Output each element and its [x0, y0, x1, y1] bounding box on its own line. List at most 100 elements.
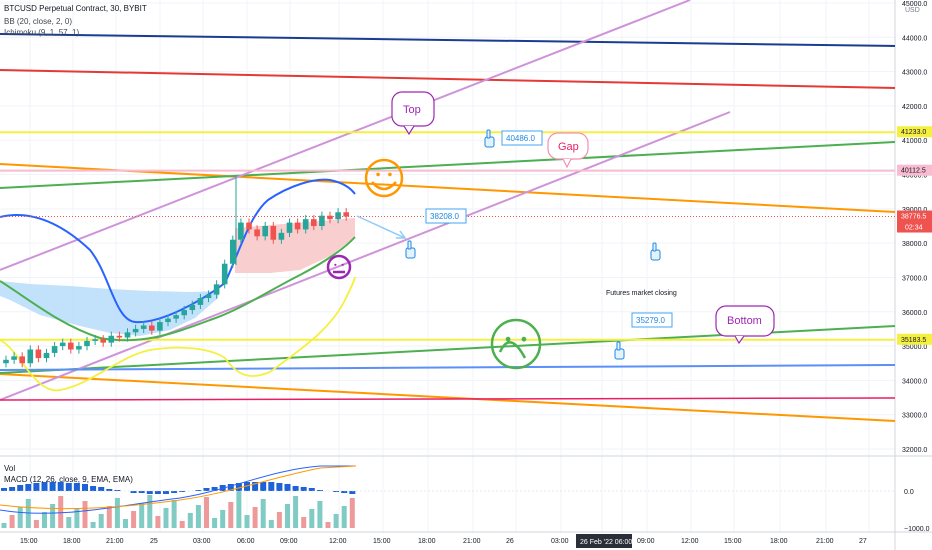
macd-histogram-bar [114, 490, 121, 491]
bb-legend[interactable]: BB (20, close, 2, 0) [4, 17, 73, 26]
macd-histogram-bar [49, 482, 56, 491]
price-tick-label: 38000.0 [902, 241, 927, 248]
candle-body [132, 328, 139, 333]
volume-bar [212, 518, 218, 528]
ichimoku-base-line [0, 236, 356, 342]
candle-body [100, 339, 106, 343]
time-tick-label: 15:00 [724, 538, 742, 545]
smiley-eye [388, 172, 392, 177]
macd-histogram-bar [268, 482, 275, 491]
price-tick-label: 36000.0 [902, 310, 927, 317]
volume-bar [1, 523, 7, 528]
volume-bar [106, 506, 112, 528]
macd-histogram-bar [341, 491, 348, 493]
price-tick-label: 37000.0 [902, 275, 927, 282]
candle-body [221, 263, 228, 285]
macd-histogram-bar [33, 483, 40, 491]
trendline-orange-lower [0, 373, 896, 422]
macd-axis-label: −1000.0 [904, 526, 930, 533]
volume-bar [171, 500, 177, 528]
bottom-bubble-tail [734, 335, 745, 345]
candle-body [3, 359, 9, 364]
macd-histogram-bar [57, 482, 64, 491]
hand-finger [652, 242, 657, 252]
price-tick-label: 33000.0 [902, 413, 927, 420]
macd-histogram-bar [65, 483, 72, 491]
price-label-bg [897, 126, 932, 138]
top-label: Top [403, 104, 421, 116]
ichimoku-legend[interactable]: Ichimoku (9, 1, 57, 1) [4, 28, 80, 37]
volume-bar [25, 499, 31, 528]
macd-histogram-bar [154, 491, 161, 494]
arrow-line [356, 215, 406, 239]
price-level-label: 41233.0 [901, 129, 926, 136]
volume-bar [163, 508, 169, 528]
candle-body [335, 212, 341, 220]
volume-bar [147, 495, 153, 528]
candle-body [230, 239, 236, 264]
macd-histogram-bar [195, 490, 202, 491]
time-tick-label: 18:00 [418, 538, 436, 545]
candle-body [286, 222, 293, 233]
volume-bar [74, 509, 80, 528]
volume-bar [204, 497, 209, 528]
macd-histogram-bar [284, 484, 291, 491]
candle-body [311, 219, 317, 226]
candle-body [173, 315, 179, 319]
volume-bar [317, 501, 323, 528]
hand-palm [650, 249, 661, 261]
candle-body [124, 332, 131, 338]
trendline-blue [0, 364, 896, 371]
candle-body [246, 222, 252, 230]
price-tick-label: 45000.0 [902, 1, 927, 8]
channel-upper [0, 0, 691, 271]
symbol-legend[interactable]: BTCUSD Perpetual Contract, 30, BYBIT [4, 4, 147, 13]
volume-bar [90, 522, 96, 528]
macd-histogram-bar [252, 482, 259, 491]
macd-histogram-bar [276, 483, 283, 491]
volume-bar [131, 511, 137, 528]
channel-lower [0, 111, 731, 401]
price-label-bg [897, 210, 932, 233]
macd-histogram-bar [90, 486, 97, 491]
macd-histogram-bar [106, 489, 113, 491]
candle-body [157, 322, 163, 331]
volume-bar [220, 510, 226, 528]
volume-bar [333, 514, 339, 528]
price-level-label: 35183.5 [901, 337, 926, 344]
macd-histogram-bar [163, 491, 169, 494]
macd-histogram-bar [235, 483, 242, 491]
note-40486-box [501, 130, 543, 146]
time-tick-label: 09:00 [637, 538, 655, 545]
trendline-red [0, 69, 896, 89]
candle-body [43, 352, 50, 359]
trendline-navy [0, 33, 896, 47]
price-label-bg [897, 333, 932, 345]
hand-finger [407, 240, 412, 250]
hand-finger [486, 129, 491, 139]
volume-bar [42, 512, 47, 528]
note-35279: 35279.0 [636, 316, 665, 325]
smiley-eye [505, 336, 511, 342]
macd-legend[interactable]: MACD (12, 26, close, 9, EMA, EMA) [4, 475, 133, 484]
price-level-label: 40112.5 [901, 168, 926, 175]
price-tick-label: 42000.0 [902, 104, 927, 111]
hand-pointer-icon-2 [405, 240, 416, 259]
volume-bar [187, 513, 193, 528]
volume-bar [179, 521, 185, 528]
vol-legend[interactable]: Vol [4, 464, 16, 473]
smiley-face [326, 254, 352, 280]
price-tick-label: 34000.0 [902, 378, 927, 385]
volume-bar [139, 503, 145, 528]
trendline-orange-upper [0, 163, 896, 213]
volume-bar [349, 498, 355, 528]
macd-histogram-bar [292, 486, 299, 491]
macd-histogram-bar [130, 491, 137, 493]
hand-finger [616, 341, 621, 351]
currency-label: USD [905, 7, 920, 14]
trendline-green-upper [0, 141, 896, 189]
macd-axis-label: 0.0 [904, 489, 914, 496]
